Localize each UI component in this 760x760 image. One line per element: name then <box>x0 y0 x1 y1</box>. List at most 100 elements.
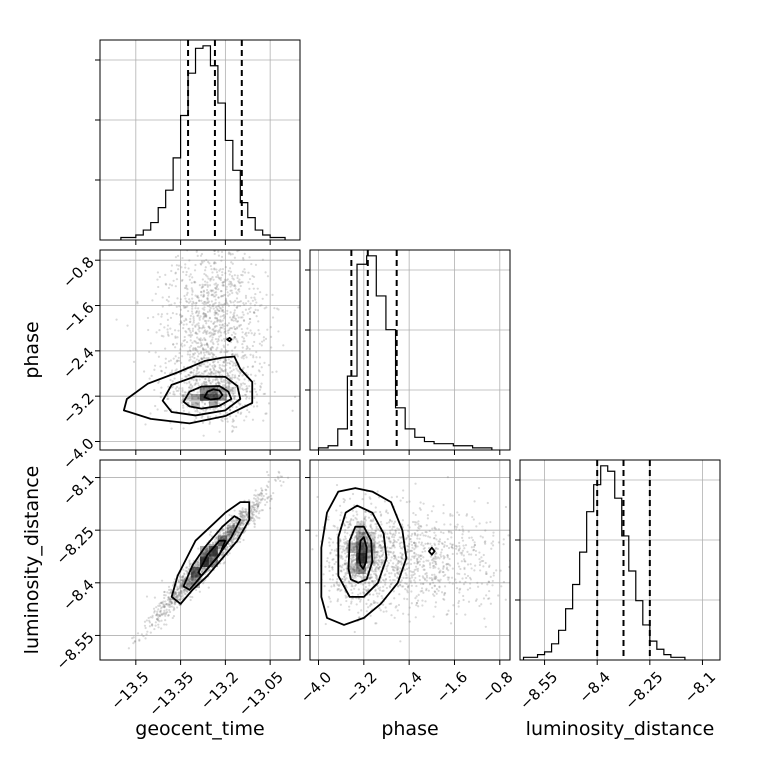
scatter-point <box>368 556 371 559</box>
scatter-point <box>167 295 171 298</box>
scatter-point <box>230 514 233 517</box>
scatter-point <box>372 544 375 548</box>
scatter-point <box>266 485 270 489</box>
scatter-point <box>230 261 233 264</box>
scatter-point <box>221 306 224 309</box>
scatter-point <box>236 292 239 295</box>
scatter-point <box>522 509 524 511</box>
scatter-point <box>376 567 380 570</box>
scatter-point <box>413 551 416 554</box>
scatter-point <box>172 606 176 609</box>
scatter-point <box>161 605 164 609</box>
scatter-point <box>234 285 237 288</box>
scatter-point <box>242 302 245 305</box>
scatter-point <box>237 529 240 532</box>
scatter-point <box>143 203 145 205</box>
scatter-point <box>352 566 356 569</box>
scatter-point <box>224 532 228 535</box>
scatter-point <box>212 322 215 325</box>
scatter-point <box>219 370 222 373</box>
scatter-point <box>213 268 216 271</box>
scatter-point <box>435 557 438 560</box>
scatter-point <box>351 568 354 572</box>
scatter-point <box>461 536 464 539</box>
scatter-point <box>374 568 377 571</box>
scatter-point <box>406 585 410 588</box>
scatter-point <box>151 616 154 619</box>
scatter-point <box>431 527 434 530</box>
scatter-point <box>226 324 229 327</box>
scatter-point <box>220 259 223 262</box>
scatter-point <box>187 267 190 270</box>
scatter-point <box>233 394 237 398</box>
axes-frame <box>519 459 721 661</box>
scatter-point <box>227 527 230 530</box>
scatter-point <box>202 290 206 293</box>
scatter-point <box>492 534 495 537</box>
scatter-point <box>188 561 191 564</box>
scatter-point <box>364 588 367 591</box>
scatter-point <box>206 298 209 301</box>
scatter-point <box>144 637 147 640</box>
scatter-point <box>253 506 256 509</box>
scatter-point <box>356 538 359 541</box>
scatter-point <box>209 289 212 292</box>
scatter-point <box>552 562 554 564</box>
scatter-point <box>504 505 508 509</box>
scatter-point <box>417 520 420 523</box>
scatter-point <box>365 566 368 569</box>
scatter-point <box>358 531 362 534</box>
scatter-point <box>266 497 269 500</box>
scatter-point <box>455 586 459 590</box>
scatter-point <box>219 351 222 354</box>
scatter-point <box>382 561 385 564</box>
scatter-point <box>192 317 195 320</box>
scatter-point <box>203 566 206 570</box>
scatter-point <box>210 293 214 296</box>
scatter-point <box>195 310 198 313</box>
scatter-point <box>180 581 183 585</box>
scatter-point <box>218 543 221 546</box>
scatter-point <box>387 553 390 556</box>
scatter-point <box>265 306 268 309</box>
scatter-point <box>201 302 204 305</box>
scatter-point <box>223 337 226 341</box>
scatter-point <box>175 368 178 371</box>
scatter-point <box>170 371 173 374</box>
scatter-point <box>164 361 167 365</box>
scatter-point <box>194 307 197 310</box>
scatter-point <box>478 558 481 561</box>
scatter-point <box>224 322 227 325</box>
scatter-point <box>174 256 178 259</box>
scatter-point <box>210 348 213 352</box>
scatter-point <box>410 590 413 593</box>
scatter-point <box>207 351 210 354</box>
scatter-point <box>531 546 533 548</box>
density-cell <box>226 524 236 536</box>
scatter-point <box>355 565 358 569</box>
scatter-point <box>178 585 181 588</box>
scatter-point <box>188 275 191 278</box>
scatter-point <box>435 538 438 541</box>
scatter-point <box>240 519 243 523</box>
scatter-point <box>348 581 351 584</box>
scatter-point <box>397 531 401 535</box>
scatter-point <box>410 543 414 547</box>
scatter-point <box>197 560 200 563</box>
scatter-point <box>393 616 396 619</box>
scatter-point <box>251 274 254 278</box>
scatter-point <box>487 597 490 600</box>
scatter-point <box>402 576 405 579</box>
scatter-point <box>370 513 373 516</box>
scatter-point <box>188 346 191 349</box>
scatter-point <box>362 588 365 591</box>
scatter-point <box>416 561 420 564</box>
scatter-point <box>155 612 159 615</box>
scatter-point <box>487 565 491 568</box>
scatter-point <box>178 591 181 594</box>
scatter-point <box>411 546 414 549</box>
scatter-point <box>214 540 217 543</box>
scatter-point <box>435 552 438 555</box>
scatter-point <box>156 610 159 613</box>
scatter-point <box>366 541 369 544</box>
